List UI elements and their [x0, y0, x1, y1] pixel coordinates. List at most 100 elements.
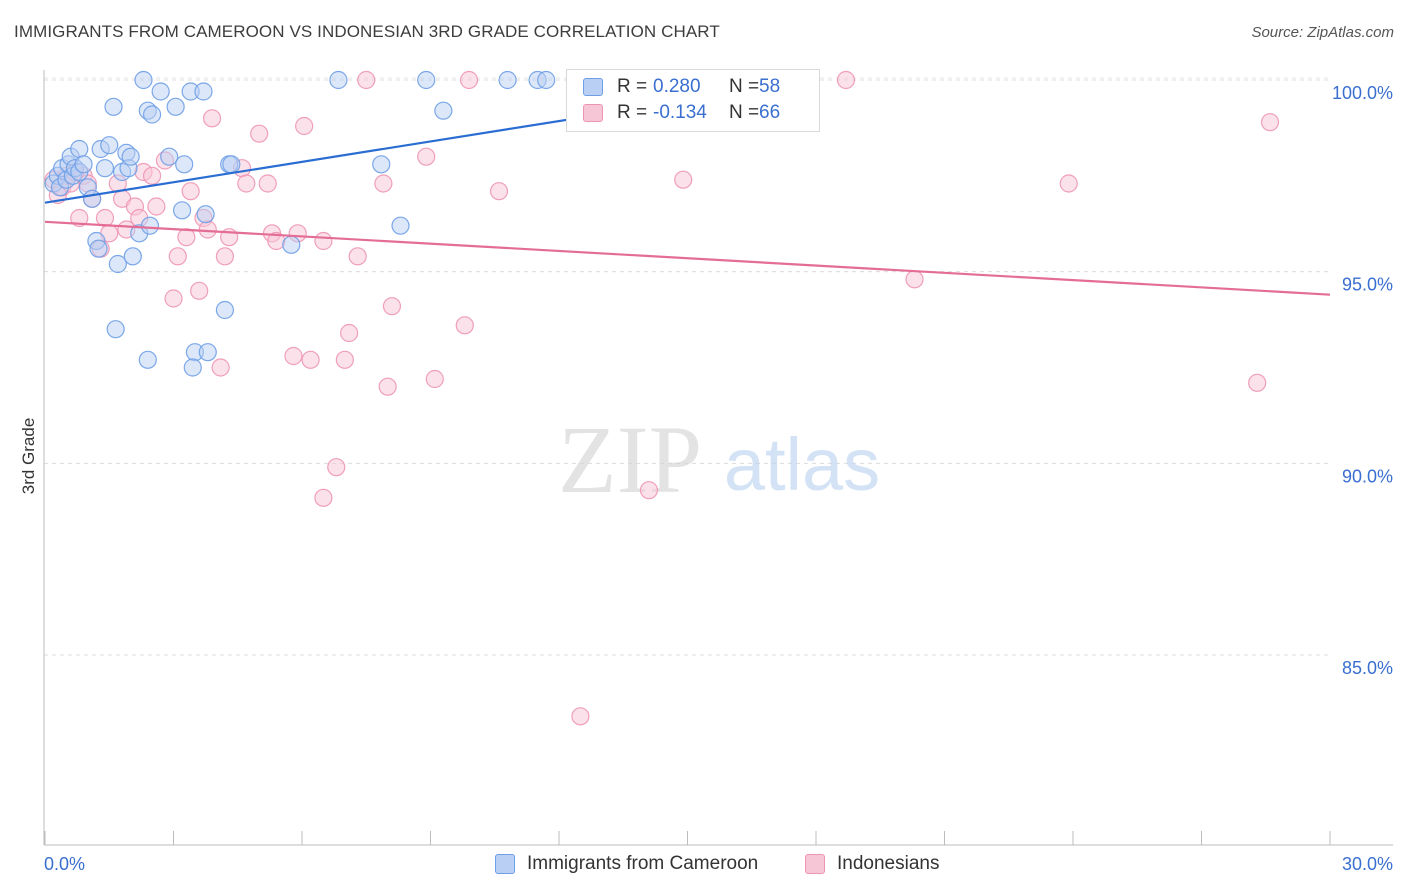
cameroon-point	[138, 350, 157, 369]
cameroon-point	[134, 70, 153, 90]
cameroon-point	[140, 216, 160, 235]
indonesians-point	[142, 166, 162, 185]
indonesians-point	[340, 323, 359, 343]
y-tick-label: 95.0%	[1342, 275, 1393, 295]
indonesians-point	[198, 220, 217, 239]
bottom-legend-cameroon: Immigrants from Cameroon	[495, 852, 758, 876]
cameroon-point	[89, 239, 108, 258]
y-tick-label: 100.0%	[1332, 83, 1393, 103]
cameroon-point	[95, 159, 115, 178]
axis-labels: 85.0% 90.0% 95.0% 100.0% 0.0% 30.0% 3rd Grade	[19, 83, 1393, 874]
bottom-legend-swatch-cameroon	[495, 854, 515, 874]
indonesians-point	[489, 182, 509, 201]
indonesians-point	[301, 350, 320, 369]
cameroon-point	[372, 155, 391, 174]
legend-n-label: N =	[729, 76, 760, 97]
indonesians-point	[382, 297, 402, 316]
indonesians-point	[250, 124, 269, 143]
cameroon-point	[417, 70, 436, 90]
indonesians-point	[905, 270, 924, 289]
cameroon-point	[183, 358, 202, 377]
watermark-zip: ZIP	[558, 406, 702, 513]
indonesians-point	[258, 174, 277, 193]
indonesians-point	[348, 247, 367, 266]
indonesians-point	[237, 174, 256, 193]
watermark: ZIP atlas	[558, 406, 880, 513]
cameroon-point	[108, 254, 127, 274]
cameroon-point	[166, 97, 185, 116]
indonesians-point	[1248, 373, 1267, 392]
legend-swatch-cameroon	[583, 78, 603, 96]
chart-title: IMMIGRANTS FROM CAMEROON VS INDONESIAN 3…	[14, 22, 720, 41]
indonesians-point	[1059, 174, 1078, 193]
indonesians-point	[1260, 113, 1280, 132]
indonesians-point	[459, 70, 479, 90]
cameroon-point	[434, 101, 453, 120]
cameroon-point	[391, 216, 410, 235]
indonesians-point	[327, 458, 346, 477]
indonesians-point	[211, 358, 230, 377]
indonesians-point	[455, 316, 474, 335]
cameroon-point	[222, 155, 241, 174]
x-tick-label: 0.0%	[44, 854, 85, 874]
cameroon-point	[142, 105, 162, 124]
indonesians-point	[147, 197, 166, 216]
indonesians-point	[202, 109, 222, 128]
cameroon-point	[537, 70, 556, 90]
indonesians-point	[374, 174, 393, 193]
cameroon-point	[194, 82, 213, 101]
indonesians-point	[284, 346, 303, 366]
cameroon-point	[151, 82, 170, 101]
cameroon-point	[329, 70, 348, 90]
bottom-legend-label-cameroon: Immigrants from Cameroon	[527, 853, 759, 874]
indonesians-point	[335, 350, 354, 369]
indonesians-trend-line	[44, 220, 1331, 296]
legend-r-value: 0.280	[653, 76, 701, 97]
bottom-legend-swatch-indonesians	[805, 854, 825, 874]
cameroon-point	[123, 247, 142, 266]
legend-n-value: 66	[759, 102, 781, 123]
legend-swatch-indonesians	[583, 104, 603, 122]
y-axis-label: 3rd Grade	[19, 418, 38, 495]
source-label: Source: ZipAtlas.com	[1251, 24, 1394, 41]
y-tick-label: 90.0%	[1342, 466, 1393, 486]
bottom-legend-label-indonesians: Indonesians	[837, 853, 940, 874]
legend-n-value: 58	[759, 76, 781, 97]
indonesians-points	[44, 70, 1280, 726]
cameroon-point	[175, 155, 194, 174]
stats-legend: R = 0.280 N = 58 R = -0.134 N = 66	[566, 69, 820, 132]
cameroon-point	[172, 201, 192, 220]
cameroon-point	[100, 136, 119, 155]
indonesians-point	[177, 228, 196, 247]
cameroon-point	[70, 139, 89, 159]
indonesians-point	[425, 369, 444, 389]
legend-row-cameroon: R = 0.280 N = 58	[583, 75, 780, 99]
indonesians-point	[674, 170, 693, 189]
indonesians-point	[639, 481, 659, 500]
cameroon-point	[121, 147, 140, 166]
cameroon-point	[196, 205, 215, 224]
watermark-atlas: atlas	[724, 423, 880, 506]
cameroon-point	[104, 97, 123, 116]
axes	[43, 70, 1393, 846]
indonesians-point	[571, 707, 590, 726]
legend-r-label: R =	[617, 76, 648, 97]
cameroon-point	[282, 235, 301, 254]
cameroon-point	[74, 155, 93, 174]
cameroon-point	[215, 300, 234, 320]
indonesians-point	[190, 281, 209, 300]
cameroon-point	[160, 147, 179, 166]
indonesians-point	[378, 377, 397, 396]
cameroon-point	[83, 189, 102, 208]
indonesians-point	[70, 208, 89, 228]
indonesians-point	[295, 116, 314, 136]
cameroon-point	[198, 343, 217, 362]
indonesians-point	[357, 70, 376, 90]
legend-n-label: N =	[729, 102, 760, 123]
indonesians-point	[164, 289, 183, 308]
legend-r-label: R =	[617, 102, 648, 123]
indonesians-point	[215, 247, 234, 266]
legend-r-value: -0.134	[653, 102, 707, 123]
cameroon-point	[106, 320, 125, 339]
